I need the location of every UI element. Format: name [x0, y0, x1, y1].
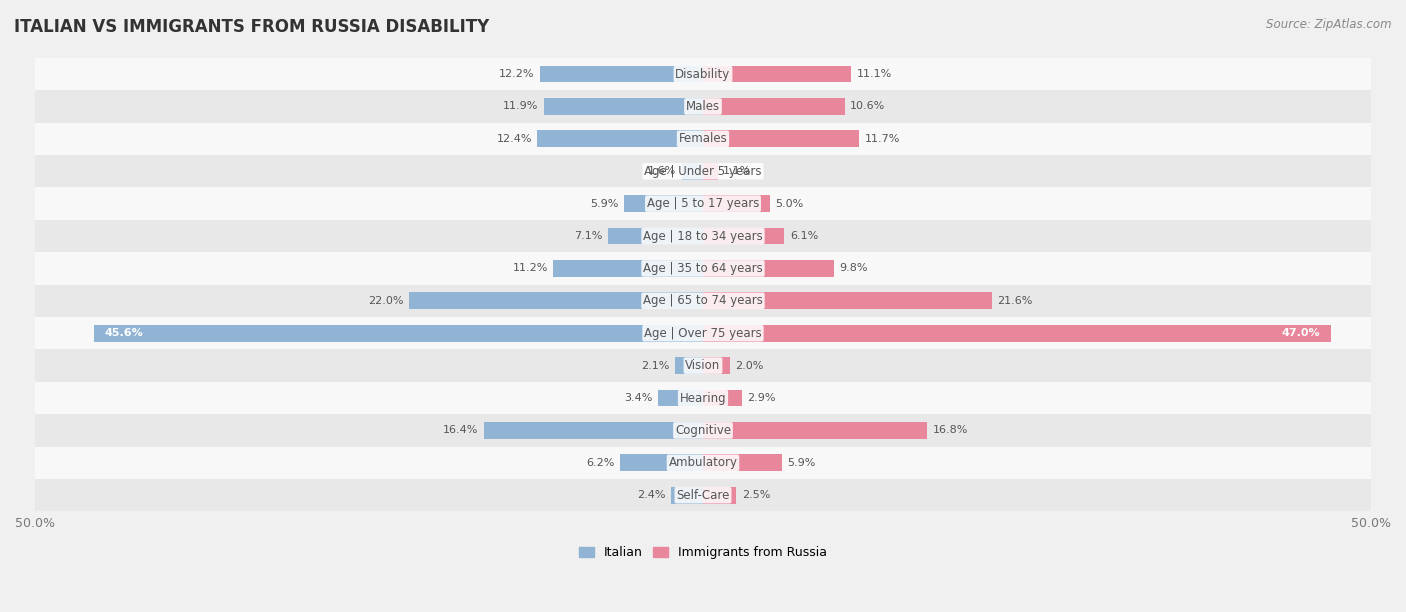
Bar — [35, 90, 1371, 122]
Text: 11.1%: 11.1% — [856, 69, 891, 79]
Text: 45.6%: 45.6% — [104, 328, 143, 338]
Text: Self-Care: Self-Care — [676, 489, 730, 502]
Text: Age | Under 5 years: Age | Under 5 years — [644, 165, 762, 177]
Bar — [554, 260, 703, 277]
Text: Age | 5 to 17 years: Age | 5 to 17 years — [647, 197, 759, 210]
Bar — [703, 163, 717, 180]
Bar — [703, 454, 782, 471]
Bar — [544, 98, 703, 115]
Bar — [537, 130, 703, 147]
Bar — [703, 195, 770, 212]
Text: 10.6%: 10.6% — [851, 102, 886, 111]
Bar — [620, 454, 703, 471]
Bar — [703, 65, 851, 83]
Legend: Italian, Immigrants from Russia: Italian, Immigrants from Russia — [574, 541, 832, 564]
Bar — [540, 65, 703, 83]
Text: Ambulatory: Ambulatory — [668, 457, 738, 469]
Text: 11.7%: 11.7% — [865, 134, 900, 144]
Bar — [675, 357, 703, 374]
Text: 6.1%: 6.1% — [790, 231, 818, 241]
Bar — [35, 285, 1371, 317]
Bar — [703, 390, 742, 406]
Text: 12.4%: 12.4% — [496, 134, 531, 144]
Bar — [609, 228, 703, 244]
Text: Cognitive: Cognitive — [675, 424, 731, 437]
Bar — [671, 487, 703, 504]
Bar — [703, 98, 845, 115]
Bar — [35, 317, 1371, 349]
Text: 9.8%: 9.8% — [839, 263, 868, 274]
Text: Age | 18 to 34 years: Age | 18 to 34 years — [643, 230, 763, 242]
Bar — [703, 422, 928, 439]
Text: ITALIAN VS IMMIGRANTS FROM RUSSIA DISABILITY: ITALIAN VS IMMIGRANTS FROM RUSSIA DISABI… — [14, 18, 489, 36]
Text: 2.4%: 2.4% — [637, 490, 665, 500]
Text: 22.0%: 22.0% — [368, 296, 404, 306]
Text: 5.0%: 5.0% — [775, 199, 803, 209]
Bar — [35, 58, 1371, 90]
Bar — [35, 349, 1371, 382]
Text: Males: Males — [686, 100, 720, 113]
Bar — [35, 220, 1371, 252]
Text: 7.1%: 7.1% — [575, 231, 603, 241]
Text: 47.0%: 47.0% — [1282, 328, 1320, 338]
Text: Source: ZipAtlas.com: Source: ZipAtlas.com — [1267, 18, 1392, 31]
Bar — [703, 487, 737, 504]
Bar — [703, 260, 834, 277]
Text: 11.9%: 11.9% — [503, 102, 538, 111]
Text: 5.9%: 5.9% — [591, 199, 619, 209]
Text: 2.0%: 2.0% — [735, 360, 763, 371]
Text: Age | Over 75 years: Age | Over 75 years — [644, 327, 762, 340]
Bar — [35, 447, 1371, 479]
Text: Age | 65 to 74 years: Age | 65 to 74 years — [643, 294, 763, 307]
Bar — [703, 357, 730, 374]
Bar — [703, 325, 1331, 341]
Bar — [703, 293, 991, 309]
Bar — [35, 187, 1371, 220]
Text: Vision: Vision — [685, 359, 721, 372]
Text: 2.5%: 2.5% — [742, 490, 770, 500]
Text: 2.9%: 2.9% — [747, 393, 776, 403]
Bar — [703, 228, 785, 244]
Bar — [703, 130, 859, 147]
Text: Hearing: Hearing — [679, 392, 727, 405]
Bar — [35, 252, 1371, 285]
Text: 3.4%: 3.4% — [624, 393, 652, 403]
Text: 1.6%: 1.6% — [648, 166, 676, 176]
Text: Disability: Disability — [675, 67, 731, 81]
Bar — [35, 122, 1371, 155]
Text: 6.2%: 6.2% — [586, 458, 614, 468]
Bar — [409, 293, 703, 309]
Text: 5.9%: 5.9% — [787, 458, 815, 468]
Bar — [682, 163, 703, 180]
Text: 2.1%: 2.1% — [641, 360, 669, 371]
Bar — [94, 325, 703, 341]
Text: 1.1%: 1.1% — [723, 166, 751, 176]
Bar — [484, 422, 703, 439]
Text: Age | 35 to 64 years: Age | 35 to 64 years — [643, 262, 763, 275]
Text: 16.8%: 16.8% — [932, 425, 969, 435]
Bar — [35, 155, 1371, 187]
Bar — [35, 414, 1371, 447]
Text: 11.2%: 11.2% — [513, 263, 548, 274]
Bar — [35, 479, 1371, 512]
Text: Females: Females — [679, 132, 727, 145]
Text: 21.6%: 21.6% — [997, 296, 1032, 306]
Bar — [658, 390, 703, 406]
Text: 16.4%: 16.4% — [443, 425, 478, 435]
Bar — [624, 195, 703, 212]
Bar — [35, 382, 1371, 414]
Text: 12.2%: 12.2% — [499, 69, 534, 79]
